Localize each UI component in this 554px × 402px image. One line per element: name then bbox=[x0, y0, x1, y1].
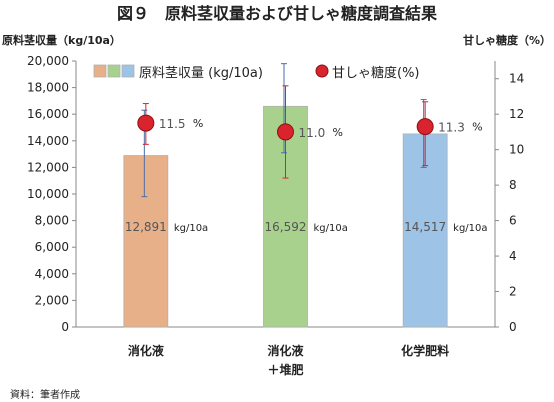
point-value-label: 11.5 bbox=[159, 117, 186, 131]
right-tick-label: 4 bbox=[509, 249, 517, 263]
category-label: 消化液 bbox=[128, 343, 164, 358]
point-3 bbox=[416, 118, 434, 136]
right-tick-label: 0 bbox=[509, 320, 517, 334]
left-tick-label: 8,000 bbox=[35, 214, 69, 228]
right-tick-label: 14 bbox=[509, 72, 524, 86]
left-axis-label: 原料茎収量（kg/10a） bbox=[2, 33, 121, 47]
category-label: ＋堆肥 bbox=[267, 362, 303, 377]
point-value-label: 11.0 bbox=[299, 126, 326, 140]
bar-1 bbox=[123, 155, 169, 328]
left-tick-label: 4,000 bbox=[35, 267, 69, 281]
point-2 bbox=[277, 123, 294, 141]
legend-marker bbox=[315, 64, 329, 78]
right-tick-label: 10 bbox=[509, 143, 524, 157]
point-1 bbox=[137, 114, 155, 132]
plot-area: 0 2,000 4,000 6,000 8,000 10,000 12,000 14,000 1… bbox=[27, 54, 524, 377]
bar-unit-label: kg/10a bbox=[174, 223, 208, 234]
point-unit-label: % bbox=[333, 126, 343, 139]
bar-value-label: 16,592 bbox=[265, 220, 307, 234]
legend-swatch bbox=[93, 64, 107, 78]
legend-swatch bbox=[121, 64, 135, 78]
left-tick-label: 18,000 bbox=[27, 81, 69, 95]
figure-title: 図９ 原料茎収量および甘しゃ糖度調査結果 bbox=[117, 4, 437, 23]
point-value-label: 11.3 bbox=[438, 121, 465, 135]
left-tick-label: 14,000 bbox=[27, 134, 69, 148]
right-tick-label: 2 bbox=[509, 285, 517, 299]
category-label: 化学肥料 bbox=[401, 343, 449, 358]
left-tick-label: 16,000 bbox=[27, 107, 69, 121]
category-label: 消化液 bbox=[267, 343, 303, 358]
bar-unit-label: kg/10a bbox=[314, 223, 348, 234]
right-tick-label: 12 bbox=[509, 107, 524, 121]
left-tick-label: 2,000 bbox=[35, 293, 69, 307]
bar-value-label: 14,517 bbox=[404, 220, 446, 234]
left-tick-label: 20,000 bbox=[27, 54, 69, 68]
right-tick-label: 8 bbox=[509, 178, 517, 192]
bar-unit-label: kg/10a bbox=[453, 223, 487, 234]
point-unit-label: % bbox=[472, 121, 482, 134]
legend-label: 原料茎収量 (kg/10a) bbox=[139, 66, 263, 81]
point-unit-label: % bbox=[193, 117, 203, 130]
source-note: 資料：筆者作成 bbox=[10, 388, 80, 401]
bar-value-label: 12,891 bbox=[125, 220, 167, 234]
left-tick-label: 10,000 bbox=[27, 187, 69, 201]
right-axis-label: 甘しゃ糖度（%） bbox=[463, 33, 551, 47]
left-tick-label: 0 bbox=[61, 320, 69, 334]
right-tick-label: 6 bbox=[509, 214, 517, 228]
left-tick-label: 12,000 bbox=[27, 160, 69, 174]
legend-label: 甘しゃ糖度(%) bbox=[332, 65, 420, 81]
left-tick-label: 6,000 bbox=[35, 240, 69, 254]
legend-swatch bbox=[107, 64, 121, 78]
